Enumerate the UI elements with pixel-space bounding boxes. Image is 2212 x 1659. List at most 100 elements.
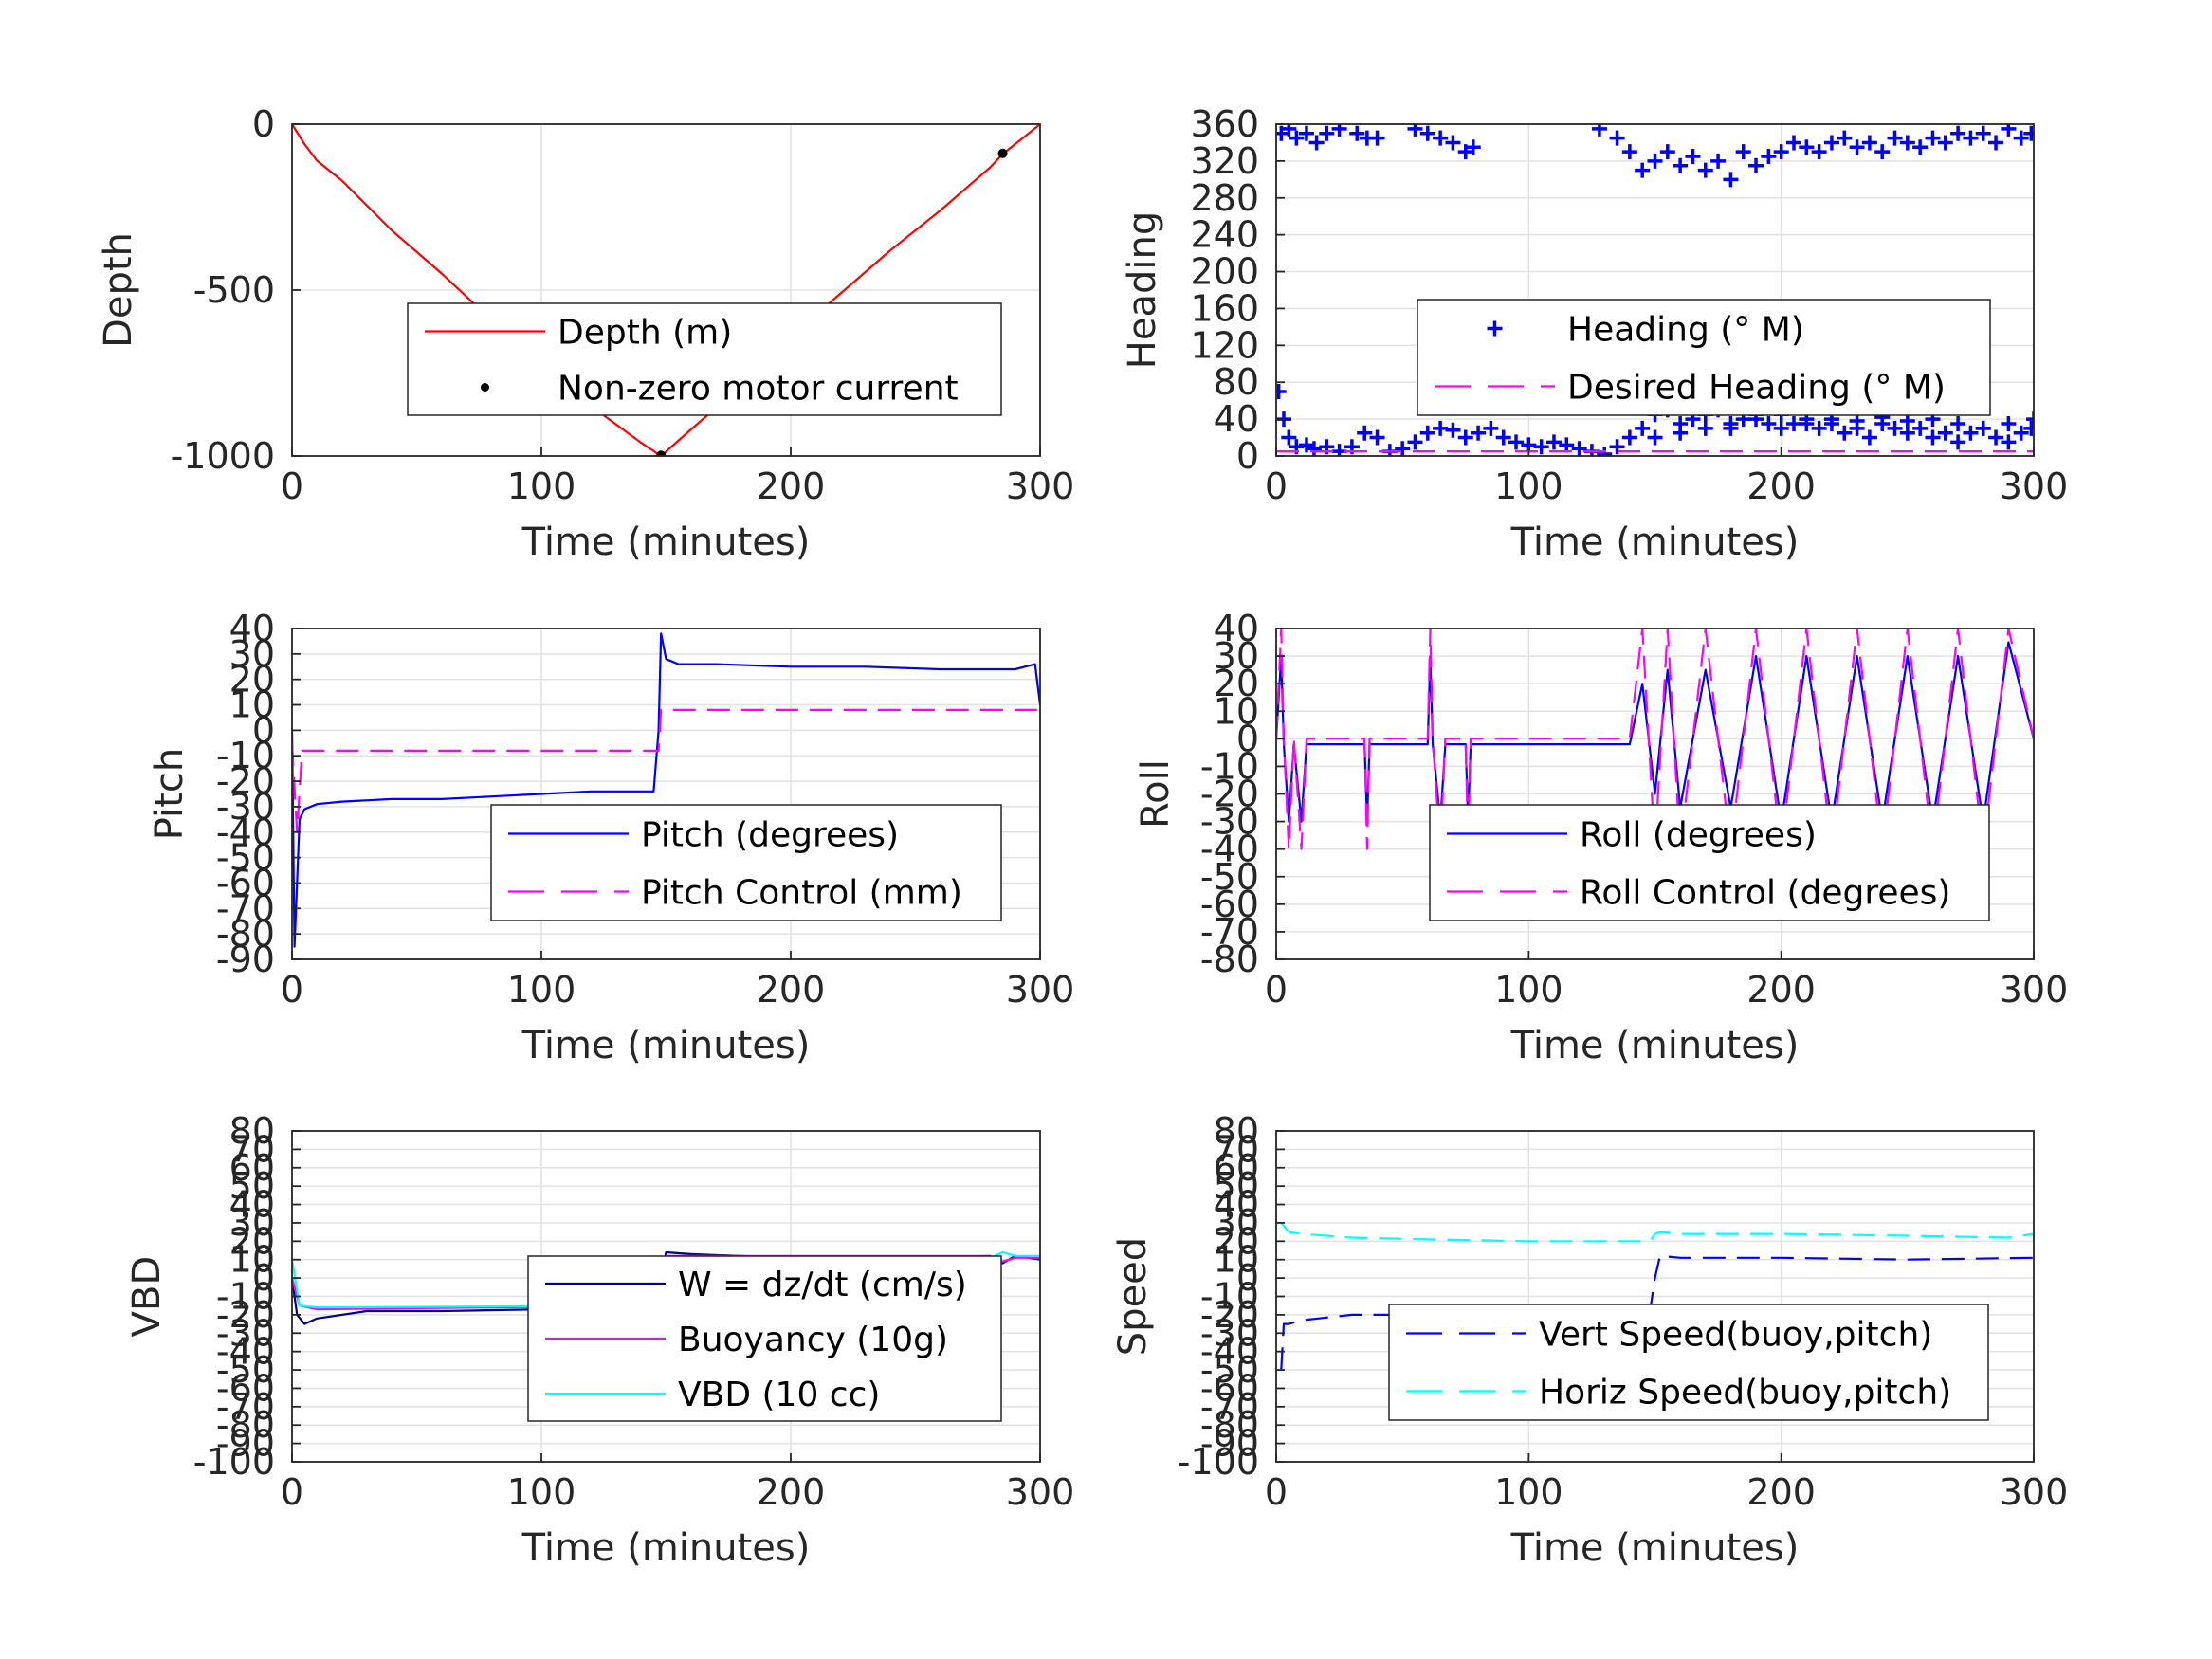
y-tick-label: -50 [216, 837, 275, 879]
series-1-point [1799, 139, 1815, 155]
legend: Heading (° M) Desired Heading (° M) [1417, 299, 1991, 416]
y-tick-label: -20 [1200, 774, 1259, 815]
series-1-point [2001, 415, 2017, 431]
series-1-point [1331, 444, 1347, 456]
series-1-point [1533, 439, 1549, 455]
y-tick-label: -40 [1200, 1331, 1259, 1373]
y-tick-label: 20 [1214, 1220, 1259, 1262]
series-1-point [1861, 135, 1877, 151]
y-tick-label: 30 [1214, 1202, 1259, 1244]
y-axis-label: Roll [1134, 759, 1178, 829]
series-1-point [1508, 434, 1525, 450]
series-group [292, 124, 1040, 456]
x-tick-label: 300 [1006, 465, 1075, 507]
legend-label: Roll (degrees) [1580, 816, 1817, 855]
x-axis-label: Time (minutes) [521, 1024, 811, 1067]
chart-panel-1: 0 100 200 300 0 -500 -1000 Time (minutes) Depth D… [97, 103, 1074, 564]
legend-label: Heading (° M) [1567, 311, 1804, 350]
y-tick-label: 80 [1214, 1110, 1259, 1152]
series-1-point [1988, 135, 2004, 151]
series-1-point [1785, 135, 1801, 151]
x-axis-label: Time (minutes) [1510, 1526, 1800, 1570]
y-tick-label: -100 [193, 1441, 275, 1483]
y-tick-label: -80 [1200, 1404, 1259, 1446]
legend: Roll (degrees) Roll Control (degrees) [1429, 804, 1990, 921]
x-tick-label: 0 [1265, 1471, 1288, 1513]
series-1-point [1308, 135, 1325, 151]
series-1-point [1298, 125, 1314, 141]
y-tick-label: 0 [252, 1257, 275, 1299]
series-1-point [1597, 447, 1613, 456]
series-1-point [1471, 425, 1487, 441]
y-tick-label: -60 [216, 862, 275, 903]
x-tick-label: 200 [1746, 465, 1816, 507]
series-1-line [292, 124, 1040, 456]
series-1-point [1609, 439, 1625, 455]
legend-marker [481, 383, 489, 392]
series-1-point [1357, 425, 1373, 441]
y-tick-label: -30 [1200, 1312, 1259, 1354]
y-tick-label: 30 [1214, 635, 1259, 677]
y-tick-label: -30 [216, 786, 275, 828]
legend: W = dz/dt (cm/s) Buoyancy (10g) VBD (10 cc… [527, 1255, 1002, 1422]
legend-label: Pitch Control (mm) [641, 874, 962, 913]
series-1-point [1735, 144, 1751, 160]
y-axis-label: VBD [125, 1256, 169, 1338]
series-2-line [1276, 629, 2034, 850]
series-1-point [1887, 420, 1903, 436]
y-tick-label: 40 [229, 608, 275, 649]
x-tick-label: 200 [757, 969, 826, 1011]
y-tick-label: 10 [229, 1239, 275, 1281]
series-1-point [1811, 144, 1827, 160]
axes-box [1275, 123, 2035, 457]
x-tick-label: 100 [507, 465, 576, 507]
series-1-point [1710, 153, 1727, 169]
y-tick-label: 30 [229, 633, 275, 675]
series-1-point [1723, 415, 1739, 431]
series-1-point [1697, 162, 1713, 178]
x-tick-label: 100 [507, 969, 576, 1011]
series-1-point [1975, 420, 1991, 436]
legend: Depth (m) Non-zero motor current [407, 302, 1002, 416]
series-1-point [1748, 157, 1764, 173]
y-tick-label: -10 [1200, 745, 1259, 787]
y-tick-label: 0 [252, 103, 275, 145]
series-1-point [1685, 149, 1701, 165]
y-axis-label: Pitch [148, 748, 192, 840]
series-1-point [1545, 434, 1562, 450]
series-1-point [1395, 441, 1411, 456]
series-1-point [1465, 139, 1481, 155]
x-tick-label: 300 [2000, 1471, 2069, 1513]
series-1-point [1559, 437, 1575, 453]
series-2-line [1280, 1222, 2034, 1243]
series-1-point [1591, 124, 1607, 137]
series-1-point [2001, 124, 2017, 137]
y-tick-label: 30 [229, 1202, 275, 1244]
series-1-point [1697, 420, 1713, 436]
series-1-point [1281, 124, 1297, 137]
y-tick-label: -60 [1200, 1367, 1259, 1409]
y-tick-label: 40 [1214, 398, 1259, 440]
y-tick-label: 10 [1214, 1239, 1259, 1281]
legend-label: Vert Speed(buoy,pitch) [1539, 1316, 1932, 1355]
x-tick-label: 100 [507, 1471, 576, 1513]
x-tick-label: 200 [1746, 969, 1816, 1011]
series-2-point [997, 148, 1008, 158]
y-tick-label: -40 [1200, 829, 1259, 870]
y-tick-label: 0 [1236, 1257, 1259, 1299]
series-1-point [1937, 425, 1953, 441]
y-tick-label: -10 [1200, 1276, 1259, 1318]
series-1-point [1887, 130, 1903, 146]
y-axis-label: Depth [97, 232, 140, 348]
series-1-point [1761, 149, 1777, 165]
y-tick-label: -90 [216, 939, 275, 980]
series-2-point [656, 450, 667, 456]
series-1-point [1837, 130, 1853, 146]
legend-box [1388, 1304, 1989, 1421]
x-tick-label: 200 [757, 465, 826, 507]
series-1-point [1281, 429, 1297, 446]
series-1-point [2013, 425, 2029, 441]
y-tick-label: -70 [216, 887, 275, 929]
y-tick-label: 280 [1190, 177, 1259, 219]
y-tick-label: -90 [1200, 1423, 1259, 1465]
